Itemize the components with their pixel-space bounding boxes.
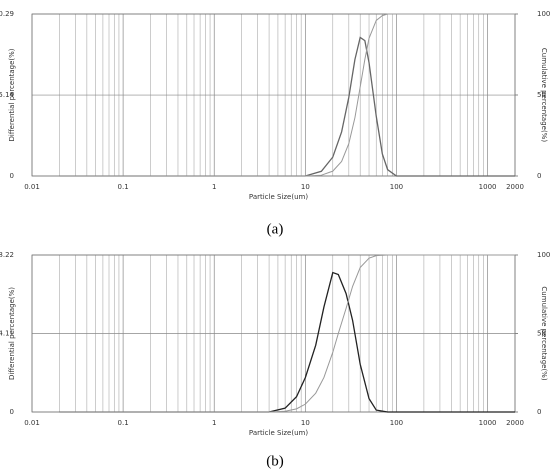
x-tick-label: 0.1 <box>118 183 129 191</box>
y2-tick-label: 50 <box>537 91 546 99</box>
series-line <box>59 36 515 177</box>
series-line <box>59 254 515 413</box>
y-tick-label: 10.29 <box>0 10 14 18</box>
x-tick-label: 2000 <box>506 183 524 191</box>
y-axis-label: Differential percentage(%) <box>8 48 16 141</box>
x-tick-label: 100 <box>390 419 403 427</box>
series-line <box>59 13 515 177</box>
x-tick-label: 1000 <box>479 419 497 427</box>
caption: (a) <box>267 221 284 237</box>
y-axis-label: Differential percentage(%) <box>8 287 16 380</box>
y2-axis-label: Cumulative percentage(%) <box>540 48 548 142</box>
caption: (b) <box>266 453 284 469</box>
x-tick-label: 0.01 <box>24 183 40 191</box>
x-tick-label: 10 <box>301 419 310 427</box>
y-tick-label: 5.14 <box>0 91 15 99</box>
series-line <box>59 271 515 413</box>
y2-tick-label: 100 <box>537 251 550 259</box>
y-tick-label: 0 <box>10 408 14 416</box>
y2-tick-label: 50 <box>537 330 546 338</box>
x-tick-label: 2000 <box>506 419 524 427</box>
x-tick-label: 100 <box>390 183 403 191</box>
x-tick-label: 1000 <box>479 183 497 191</box>
y2-axis-label: Cumulative percentage(%) <box>540 286 548 380</box>
x-tick-label: 1 <box>212 183 216 191</box>
x-tick-label: 10 <box>301 183 310 191</box>
y2-tick-label: 0 <box>537 172 541 180</box>
y2-tick-label: 0 <box>537 408 541 416</box>
y-tick-label: 4.11 <box>0 330 14 338</box>
y-tick-label: 8.22 <box>0 251 14 259</box>
x-tick-label: 0.1 <box>118 419 129 427</box>
x-axis-label: Particle Size(um) <box>249 429 308 437</box>
x-tick-label: 1 <box>212 419 216 427</box>
x-axis-label: Particle Size(um) <box>249 193 308 201</box>
y2-tick-label: 100 <box>537 10 550 18</box>
x-tick-label: 0.01 <box>24 419 40 427</box>
y-tick-label: 0 <box>10 172 14 180</box>
